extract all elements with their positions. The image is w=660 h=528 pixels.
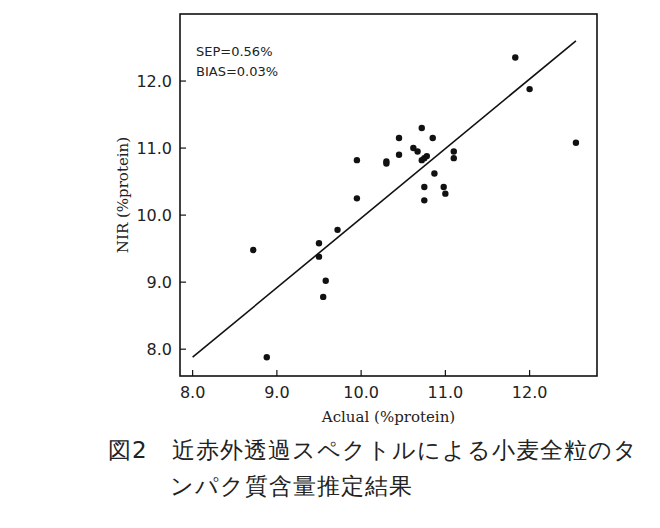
y-axis-label: NIR (%protein) — [114, 137, 132, 253]
x-tick-label: 9.0 — [264, 383, 289, 402]
x-tick-label: 8.0 — [180, 383, 205, 402]
point — [250, 247, 256, 253]
y-tick — [180, 147, 186, 148]
point — [451, 148, 457, 154]
y-tick-label: 11.0 — [136, 139, 172, 158]
x-tick — [529, 370, 530, 376]
point — [424, 153, 430, 159]
point — [419, 125, 425, 131]
point — [431, 170, 437, 176]
point — [442, 190, 448, 196]
point — [430, 135, 436, 141]
point — [421, 197, 427, 203]
x-tick-label: 10.0 — [343, 383, 379, 402]
point — [421, 184, 427, 190]
point — [526, 86, 532, 92]
x-tick-label: 11.0 — [428, 383, 464, 402]
point — [512, 54, 518, 60]
y-tick-label: 12.0 — [136, 72, 172, 91]
point — [264, 354, 270, 360]
x-tick — [192, 370, 193, 376]
point — [383, 160, 389, 166]
point — [396, 152, 402, 158]
annotation: BIAS=0.03% — [196, 64, 278, 79]
point — [451, 155, 457, 161]
point — [573, 140, 579, 146]
point — [396, 135, 402, 141]
y-tick-label: 10.0 — [136, 206, 172, 225]
x-tick — [276, 370, 277, 376]
y-tick — [180, 215, 186, 216]
annotation: SEP=0.56% — [196, 44, 273, 59]
point — [414, 148, 420, 154]
point — [316, 240, 322, 246]
point — [354, 157, 360, 163]
point — [419, 157, 425, 163]
x-tick-label: 12.0 — [512, 383, 548, 402]
y-tick — [180, 282, 186, 283]
y-tick-label: 9.0 — [147, 273, 172, 292]
y-tick — [180, 80, 186, 81]
point — [440, 184, 446, 190]
y-tick-label: 8.0 — [147, 340, 172, 359]
point — [354, 195, 360, 201]
y-tick — [180, 349, 186, 350]
regression-line — [193, 41, 576, 357]
point — [334, 227, 340, 233]
x-axis-label: Aclual (%protein) — [321, 408, 455, 426]
plot-frame — [180, 14, 597, 376]
caption: 図2 近赤外透過スペクトルによる小麦全粒のタンパク質含量推定結果 — [108, 432, 650, 504]
point — [320, 294, 326, 300]
x-tick — [445, 370, 446, 376]
point — [323, 278, 329, 284]
x-tick — [361, 370, 362, 376]
plot-area — [193, 41, 580, 361]
